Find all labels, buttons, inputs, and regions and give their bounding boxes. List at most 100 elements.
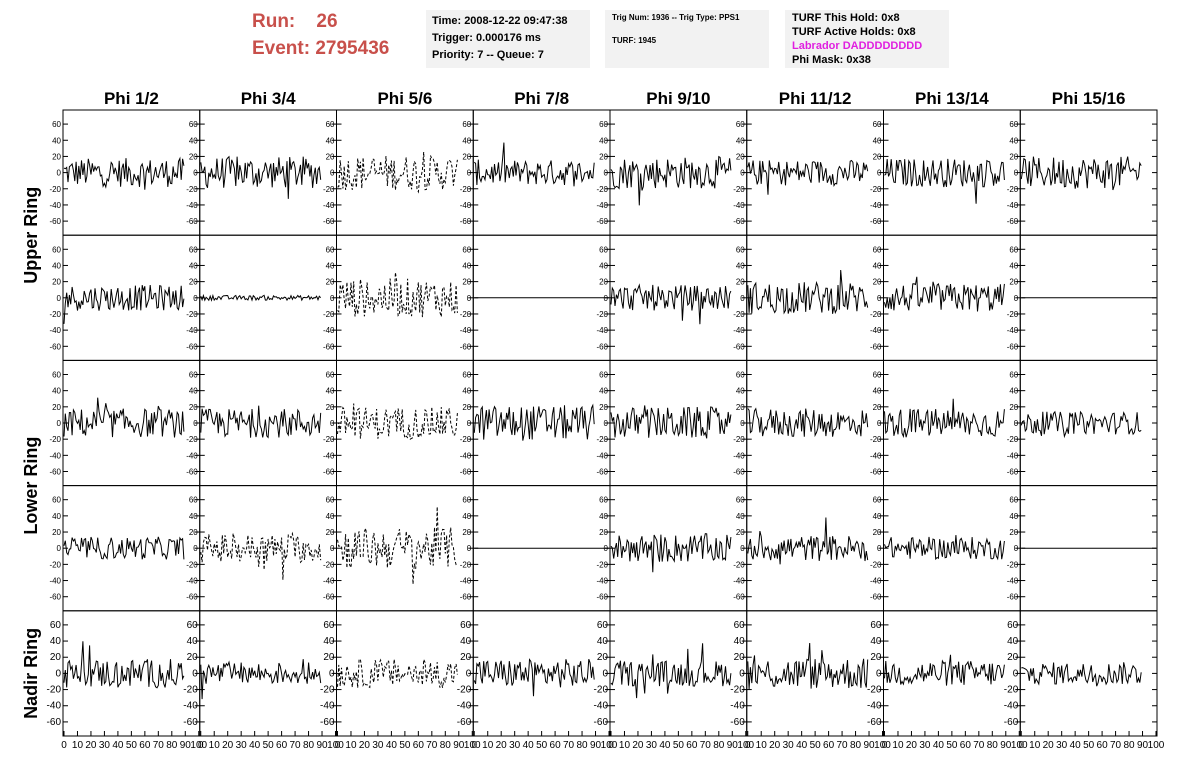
y-tick-label: -20 — [1007, 310, 1019, 319]
y-tick-label: 20 — [599, 278, 608, 287]
y-tick-label: -20 — [183, 685, 198, 696]
y-tick-label: -20 — [596, 185, 608, 194]
column-header: Phi 1/2 — [104, 89, 159, 108]
y-tick-label: 40 — [736, 387, 745, 396]
x-tick-label: 0 — [882, 740, 888, 751]
x-tick-label: 100 — [327, 740, 344, 751]
y-tick-label: 20 — [734, 652, 746, 663]
x-tick-label: 50 — [673, 740, 685, 751]
y-tick-label: 60 — [736, 245, 745, 254]
y-tick-label: -60 — [323, 342, 335, 351]
x-tick-label: 0 — [471, 740, 477, 751]
y-tick-label: -40 — [323, 201, 335, 210]
x-tick-label: 20 — [1043, 740, 1055, 751]
y-tick-label: -40 — [186, 201, 198, 210]
y-tick-label: 0 — [1014, 544, 1019, 553]
y-tick-label: -60 — [186, 593, 198, 602]
y-tick-label: -40 — [186, 326, 198, 335]
y-tick-label: 60 — [326, 120, 335, 129]
y-tick-label: 20 — [52, 278, 61, 287]
y-tick-label: 20 — [462, 152, 471, 161]
y-tick-label: 60 — [52, 496, 61, 505]
y-tick-label: 60 — [189, 370, 198, 379]
y-tick-label: -20 — [460, 185, 472, 194]
y-tick-label: 40 — [326, 261, 335, 270]
y-tick-label: -60 — [596, 342, 608, 351]
waveform-line — [884, 398, 1005, 439]
y-tick-label: 20 — [1009, 403, 1018, 412]
panel-frame — [336, 109, 474, 236]
waveform-line — [63, 397, 185, 438]
x-tick-label: 20 — [85, 740, 97, 751]
y-tick-label: -20 — [1007, 435, 1019, 444]
y-tick-label: 20 — [1009, 528, 1018, 537]
x-tick-label: 70 — [153, 740, 165, 751]
y-tick-label: 60 — [189, 496, 198, 505]
panel-frame — [746, 610, 884, 737]
x-tick-label: 90 — [316, 740, 328, 751]
y-tick-label: -60 — [49, 342, 61, 351]
waveform-line — [747, 159, 869, 195]
x-tick-label: 100 — [464, 740, 481, 751]
x-tick-label: 100 — [1011, 740, 1028, 751]
y-tick-label: 60 — [873, 120, 882, 129]
y-tick-label: -40 — [457, 701, 472, 712]
time-trigger-box: Time: 2008-12-22 09:47:38 Trigger: 0.000… — [426, 10, 590, 68]
waveform-line — [747, 269, 869, 315]
x-tick-label: 40 — [933, 740, 945, 751]
turf-text: TURF: 1945 — [612, 36, 657, 45]
y-tick-label: 20 — [1009, 278, 1018, 287]
waveform-line — [200, 405, 322, 439]
y-tick-label: 20 — [189, 278, 198, 287]
y-tick-label: 40 — [52, 136, 61, 145]
turf-status-box: TURF This Hold: 0x8 TURF Active Holds: 0… — [785, 10, 949, 68]
waveform-line — [63, 156, 185, 190]
y-tick-label: 60 — [462, 245, 471, 254]
x-tick-label: 70 — [563, 740, 575, 751]
y-tick-label: 60 — [462, 370, 471, 379]
y-tick-label: 0 — [876, 668, 882, 679]
x-tick-label: 70 — [973, 740, 985, 751]
y-tick-label: 40 — [326, 136, 335, 145]
event-row: Event: 2795436 — [252, 35, 422, 62]
x-tick-label: 30 — [783, 740, 795, 751]
y-tick-label: -40 — [870, 577, 882, 586]
y-tick-label: 60 — [599, 120, 608, 129]
x-tick-label: 50 — [263, 740, 275, 751]
y-tick-label: -20 — [594, 685, 609, 696]
waveform-line — [610, 643, 732, 699]
y-tick-label: 20 — [52, 528, 61, 537]
x-tick-label: 0 — [608, 740, 614, 751]
y-tick-label: 20 — [52, 403, 61, 412]
waveform-line — [337, 506, 458, 585]
y-tick-label: 20 — [1009, 152, 1018, 161]
x-tick-label: 80 — [713, 740, 725, 751]
y-tick-label: 0 — [1014, 169, 1019, 178]
y-tick-label: 60 — [326, 496, 335, 505]
y-tick-label: -60 — [870, 342, 882, 351]
x-tick-label: 100 — [190, 740, 207, 751]
y-tick-label: 20 — [462, 278, 471, 287]
y-tick-label: 40 — [189, 512, 198, 521]
y-tick-label: -60 — [733, 342, 745, 351]
y-tick-label: 60 — [50, 620, 62, 631]
y-tick-label: -20 — [733, 560, 745, 569]
y-tick-label: 20 — [323, 652, 335, 663]
y-tick-label: -40 — [870, 326, 882, 335]
y-tick-label: 20 — [597, 652, 609, 663]
y-tick-label: -60 — [460, 593, 472, 602]
y-tick-label: 0 — [330, 544, 335, 553]
y-tick-label: -60 — [457, 717, 472, 728]
y-tick-label: 0 — [739, 668, 745, 679]
run-event-box: Run: 26 Event: 2795436 — [252, 8, 422, 68]
y-tick-label: 40 — [734, 636, 746, 647]
x-tick-label: 60 — [823, 740, 835, 751]
y-tick-label: 0 — [467, 419, 472, 428]
y-tick-label: 20 — [50, 652, 62, 663]
x-tick-label: 80 — [440, 740, 452, 751]
y-tick-label: -20 — [49, 560, 61, 569]
y-tick-label: -40 — [49, 201, 61, 210]
y-tick-label: -40 — [1007, 577, 1019, 586]
x-tick-label: 90 — [453, 740, 465, 751]
waveform-line — [337, 403, 458, 440]
